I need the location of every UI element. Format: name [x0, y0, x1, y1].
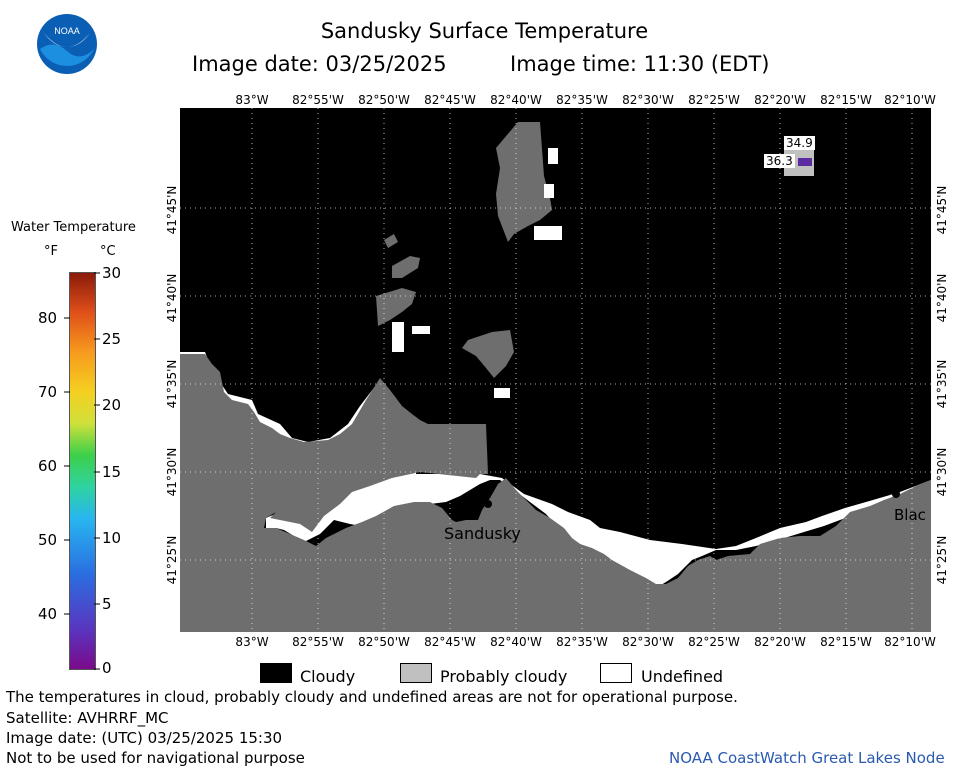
lon-label: 82°10'W: [884, 635, 936, 649]
c-tick: 0: [102, 659, 112, 677]
legend-swatch-undefined: [600, 663, 632, 683]
lon-label: 83°W: [235, 93, 269, 107]
lat-label: 41°40'N: [935, 273, 949, 323]
lon-label: 82°30'W: [622, 93, 674, 107]
place-label-blac: Blac: [894, 506, 926, 524]
lat-label: 41°25'N: [165, 535, 179, 585]
utc-date-text: Image date: (UTC) 03/25/2025 15:30: [6, 729, 283, 747]
navigation-warning-text: Not to be used for navigational purpose: [6, 749, 305, 767]
lon-label: 82°25'W: [688, 93, 740, 107]
temp-label: 36.3: [764, 154, 795, 168]
lon-label: 82°10'W: [884, 93, 936, 107]
legend-label-cloudy: Cloudy: [300, 667, 356, 686]
f-tick: 40: [38, 605, 58, 623]
lon-label: 82°40'W: [490, 635, 542, 649]
color-scale-bar: [69, 272, 96, 670]
image-date: Image date: 03/25/2025: [192, 52, 447, 76]
island-patch: [384, 234, 398, 248]
legend-label-undefined: Undefined: [641, 667, 724, 686]
water-temperature-pixel: [798, 158, 812, 166]
lon-label: 82°50'W: [358, 93, 410, 107]
place-label-sandusky: Sandusky: [444, 524, 521, 543]
c-tick: 20: [102, 396, 122, 414]
graticule: [180, 108, 931, 632]
lat-label: 41°45'N: [165, 185, 179, 235]
lat-label: 41°30'N: [165, 447, 179, 497]
lat-label: 41°25'N: [935, 535, 949, 585]
celsius-unit: °C: [100, 244, 116, 259]
credit-text: NOAA CoastWatch Great Lakes Node: [669, 749, 945, 767]
lon-label: 82°25'W: [688, 635, 740, 649]
lon-label: 82°55'W: [292, 93, 344, 107]
f-tick: 80: [38, 309, 58, 327]
undefined-patch: [392, 322, 404, 352]
lon-label: 82°40'W: [490, 93, 542, 107]
island-patch: [376, 288, 416, 326]
fahrenheit-unit: °F: [44, 244, 58, 259]
c-tick: 25: [102, 330, 122, 348]
noaa-logo: NOAA: [36, 13, 98, 75]
lon-label: 82°30'W: [622, 635, 674, 649]
lon-label: 82°35'W: [556, 635, 608, 649]
disclaimer-text: The temperatures in cloud, probably clou…: [6, 688, 738, 706]
island-patch: [462, 330, 514, 378]
map-panel[interactable]: 34.9 36.3 Sandusky Blac: [180, 108, 931, 632]
noaa-logo-text: NOAA: [54, 26, 80, 36]
c-tick: 10: [102, 529, 122, 547]
island-patch: [496, 122, 552, 242]
color-scale-title: Water Temperature: [11, 220, 136, 235]
lat-label: 41°45'N: [935, 185, 949, 235]
lon-label: 82°15'W: [820, 93, 872, 107]
lon-label: 82°15'W: [820, 635, 872, 649]
legend-swatch-probably-cloudy: [400, 663, 432, 683]
legend-swatch-cloudy: [260, 663, 292, 683]
land-area: [180, 354, 931, 632]
lon-label: 82°50'W: [358, 635, 410, 649]
undefined-patch: [412, 326, 430, 334]
lon-label: 83°W: [235, 635, 269, 649]
undefined-patch: [534, 226, 562, 240]
lat-label: 41°35'N: [935, 359, 949, 409]
lon-label: 82°45'W: [424, 93, 476, 107]
f-tick: 50: [38, 531, 58, 549]
f-tick: 70: [38, 383, 58, 401]
lat-label: 41°35'N: [165, 359, 179, 409]
lon-label: 82°20'W: [754, 635, 806, 649]
c-tick: 15: [102, 463, 122, 481]
blac-marker: [892, 490, 900, 498]
lon-label: 82°55'W: [292, 635, 344, 649]
color-scale-ticks: [64, 272, 100, 670]
temp-label: 34.9: [784, 136, 815, 150]
c-tick: 30: [102, 264, 122, 282]
legend-label-probably-cloudy: Probably cloudy: [440, 667, 568, 686]
lon-label: 82°20'W: [754, 93, 806, 107]
lat-label: 41°30'N: [935, 447, 949, 497]
image-time: Image time: 11:30 (EDT): [510, 52, 770, 76]
undefined-patch: [548, 148, 558, 164]
sandusky-marker: [484, 500, 492, 508]
lat-label: 41°40'N: [165, 273, 179, 323]
lon-label: 82°35'W: [556, 93, 608, 107]
map-svg: [180, 108, 931, 632]
satellite-text: Satellite: AVHRRF_MC: [6, 709, 169, 727]
f-tick: 60: [38, 457, 58, 475]
island-patch: [392, 256, 420, 278]
lon-label: 82°45'W: [424, 635, 476, 649]
map-title: Sandusky Surface Temperature: [320, 19, 649, 43]
undefined-patch: [544, 184, 554, 198]
c-tick: 5: [102, 595, 112, 613]
undefined-patch: [494, 388, 510, 398]
